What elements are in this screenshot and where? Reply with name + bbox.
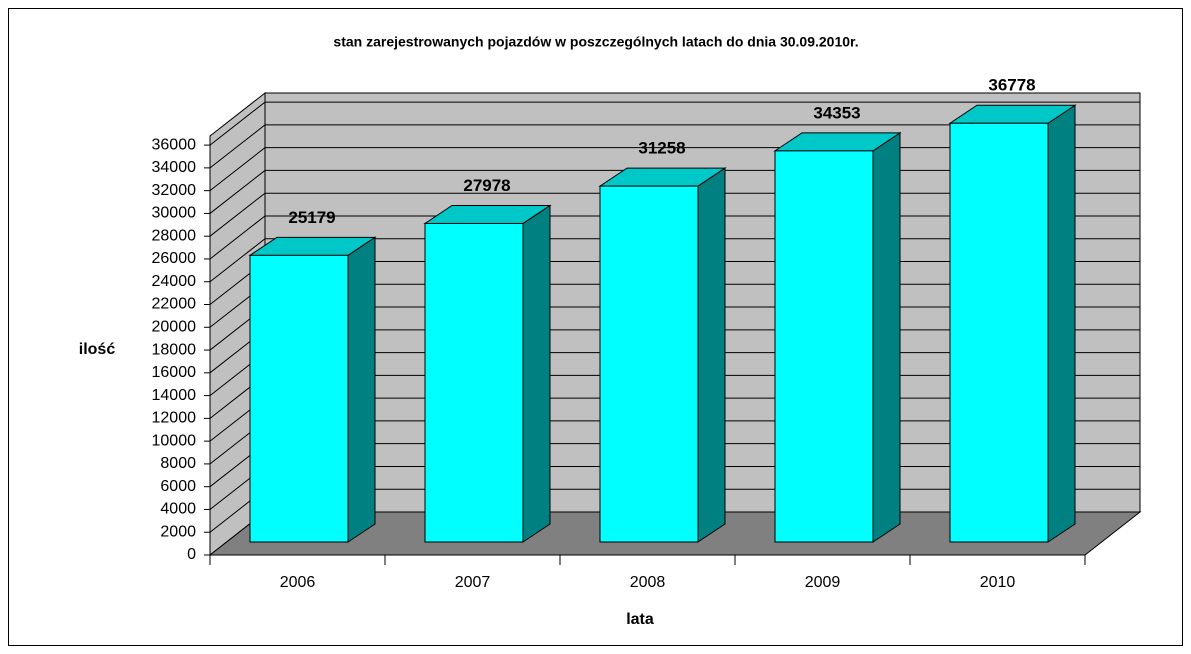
- bar: [249, 254, 349, 543]
- bar: [424, 222, 524, 543]
- bar-side: [1047, 104, 1076, 543]
- bar-side: [697, 167, 726, 543]
- value-label: 36778: [988, 76, 1035, 95]
- grid-line: [209, 124, 1140, 169]
- y-tick-label: 22000: [152, 296, 197, 313]
- x-tick-label: 2008: [630, 574, 666, 591]
- bar-side: [347, 236, 376, 543]
- y-tick-label: 28000: [152, 227, 197, 244]
- y-tick-label: 26000: [152, 250, 197, 267]
- grid-line: [209, 101, 1140, 146]
- y-axis-label: ilość: [79, 341, 116, 358]
- y-tick-label: 6000: [160, 478, 196, 495]
- y-tick-label: 20000: [152, 319, 197, 336]
- value-label: 34353: [813, 103, 860, 122]
- bar: [949, 122, 1049, 543]
- bar: [599, 185, 699, 543]
- y-tick-label: 32000: [152, 182, 197, 199]
- y-tick-label: 0: [187, 546, 196, 563]
- bar: [774, 150, 874, 543]
- y-tick-label: 10000: [152, 432, 197, 449]
- y-tick-label: 24000: [152, 273, 197, 290]
- chart-title: stan zarejestrowanych pojazdów w poszcze…: [333, 34, 858, 50]
- y-tick-label: 8000: [160, 455, 196, 472]
- y-tick-label: 36000: [152, 136, 197, 153]
- y-tick-label: 12000: [152, 410, 197, 427]
- x-tick-label: 2007: [455, 574, 491, 591]
- bar-side: [872, 131, 901, 543]
- y-tick-label: 2000: [160, 523, 196, 540]
- x-tick-label: 2006: [280, 574, 316, 591]
- x-tick-label: 2009: [805, 574, 841, 591]
- value-label: 27978: [463, 176, 510, 195]
- y-tick-label: 30000: [152, 205, 197, 222]
- value-label: 31258: [638, 139, 685, 158]
- y-tick-label: 18000: [152, 341, 197, 358]
- y-tick-label: 14000: [152, 387, 197, 404]
- value-label: 25179: [288, 208, 335, 227]
- y-tick-label: 34000: [152, 159, 197, 176]
- y-tick-label: 4000: [160, 501, 196, 518]
- bar-side: [522, 204, 551, 543]
- x-tick-label: 2010: [980, 574, 1016, 591]
- x-axis-label: lata: [626, 611, 654, 628]
- y-tick-label: 16000: [152, 364, 197, 381]
